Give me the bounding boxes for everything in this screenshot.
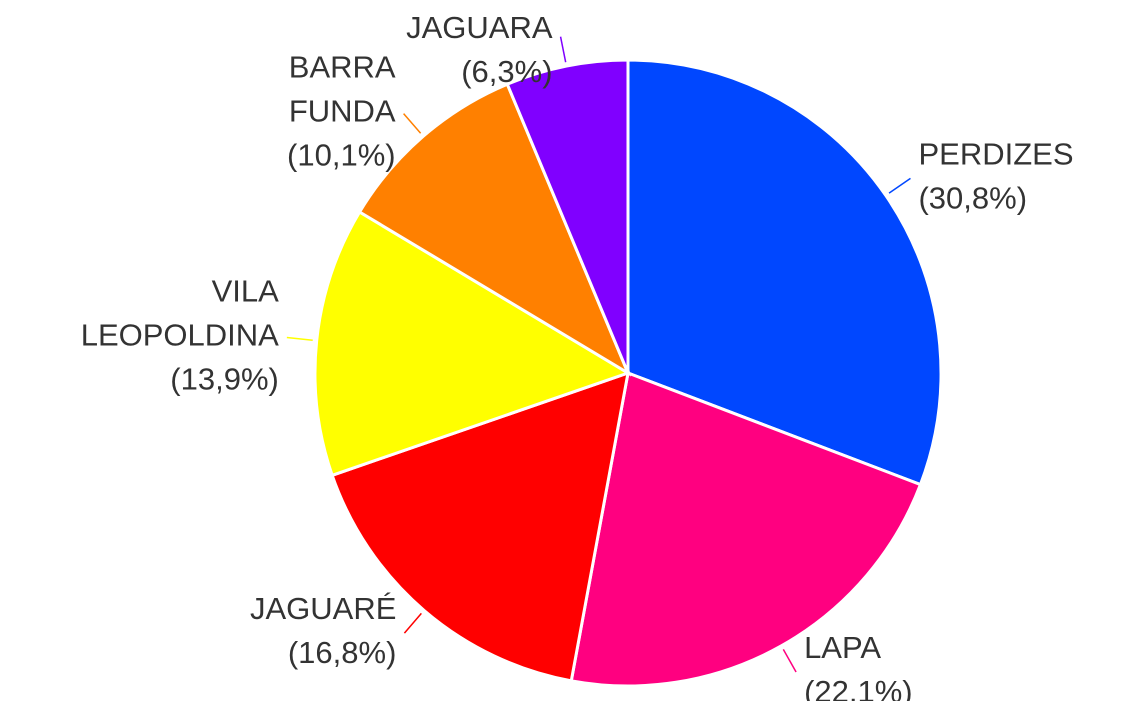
pie-slice xyxy=(626,58,943,487)
pie-slice xyxy=(357,82,632,377)
value-label: (16,8%) xyxy=(288,635,397,670)
value-label: (13,9%) xyxy=(170,362,279,397)
leader-line xyxy=(888,177,911,194)
leader-line xyxy=(403,113,422,134)
value-label: (10,1%) xyxy=(287,138,396,173)
leader-line xyxy=(286,336,313,341)
slice-label: JAGUARÉ (16,8%) xyxy=(250,591,396,670)
category-label: LAPA xyxy=(804,630,881,665)
category-line: FUNDA xyxy=(289,94,396,129)
category-label: PERDIZES xyxy=(918,137,1073,172)
leader-line xyxy=(782,648,797,673)
slice-label: BARRA FUNDA (10,1%) xyxy=(287,50,396,173)
pie-slice xyxy=(505,58,630,374)
pie-slice xyxy=(313,209,632,478)
value-label: (6,3%) xyxy=(461,54,552,89)
value-label: (22,1%) xyxy=(804,674,913,701)
category-label: BARRA FUNDA xyxy=(289,50,396,129)
category-line: LEOPOLDINA xyxy=(81,318,279,353)
category-label: JAGUARÉ xyxy=(250,591,396,626)
category-line: LAPA xyxy=(804,630,881,665)
slice-label: JAGUARA (6,3%) xyxy=(406,10,553,89)
leader-line xyxy=(403,612,422,634)
category-line: JAGUARÉ xyxy=(250,591,396,626)
category-label: VILA LEOPOLDINA xyxy=(81,274,279,353)
slice-label: PERDIZES (30,8%) xyxy=(918,137,1073,216)
leader-line xyxy=(559,36,567,63)
category-line: PERDIZES xyxy=(918,137,1073,172)
category-line: BARRA xyxy=(289,50,396,85)
slice-label: LAPA (22,1%) xyxy=(804,630,913,701)
pie-slice xyxy=(569,370,923,688)
slice-label: VILA LEOPOLDINA (13,9%) xyxy=(81,274,279,397)
category-line: JAGUARA xyxy=(406,10,553,45)
category-line: VILA xyxy=(212,274,280,309)
value-label: (30,8%) xyxy=(918,181,1027,216)
category-label: JAGUARA xyxy=(406,10,553,45)
